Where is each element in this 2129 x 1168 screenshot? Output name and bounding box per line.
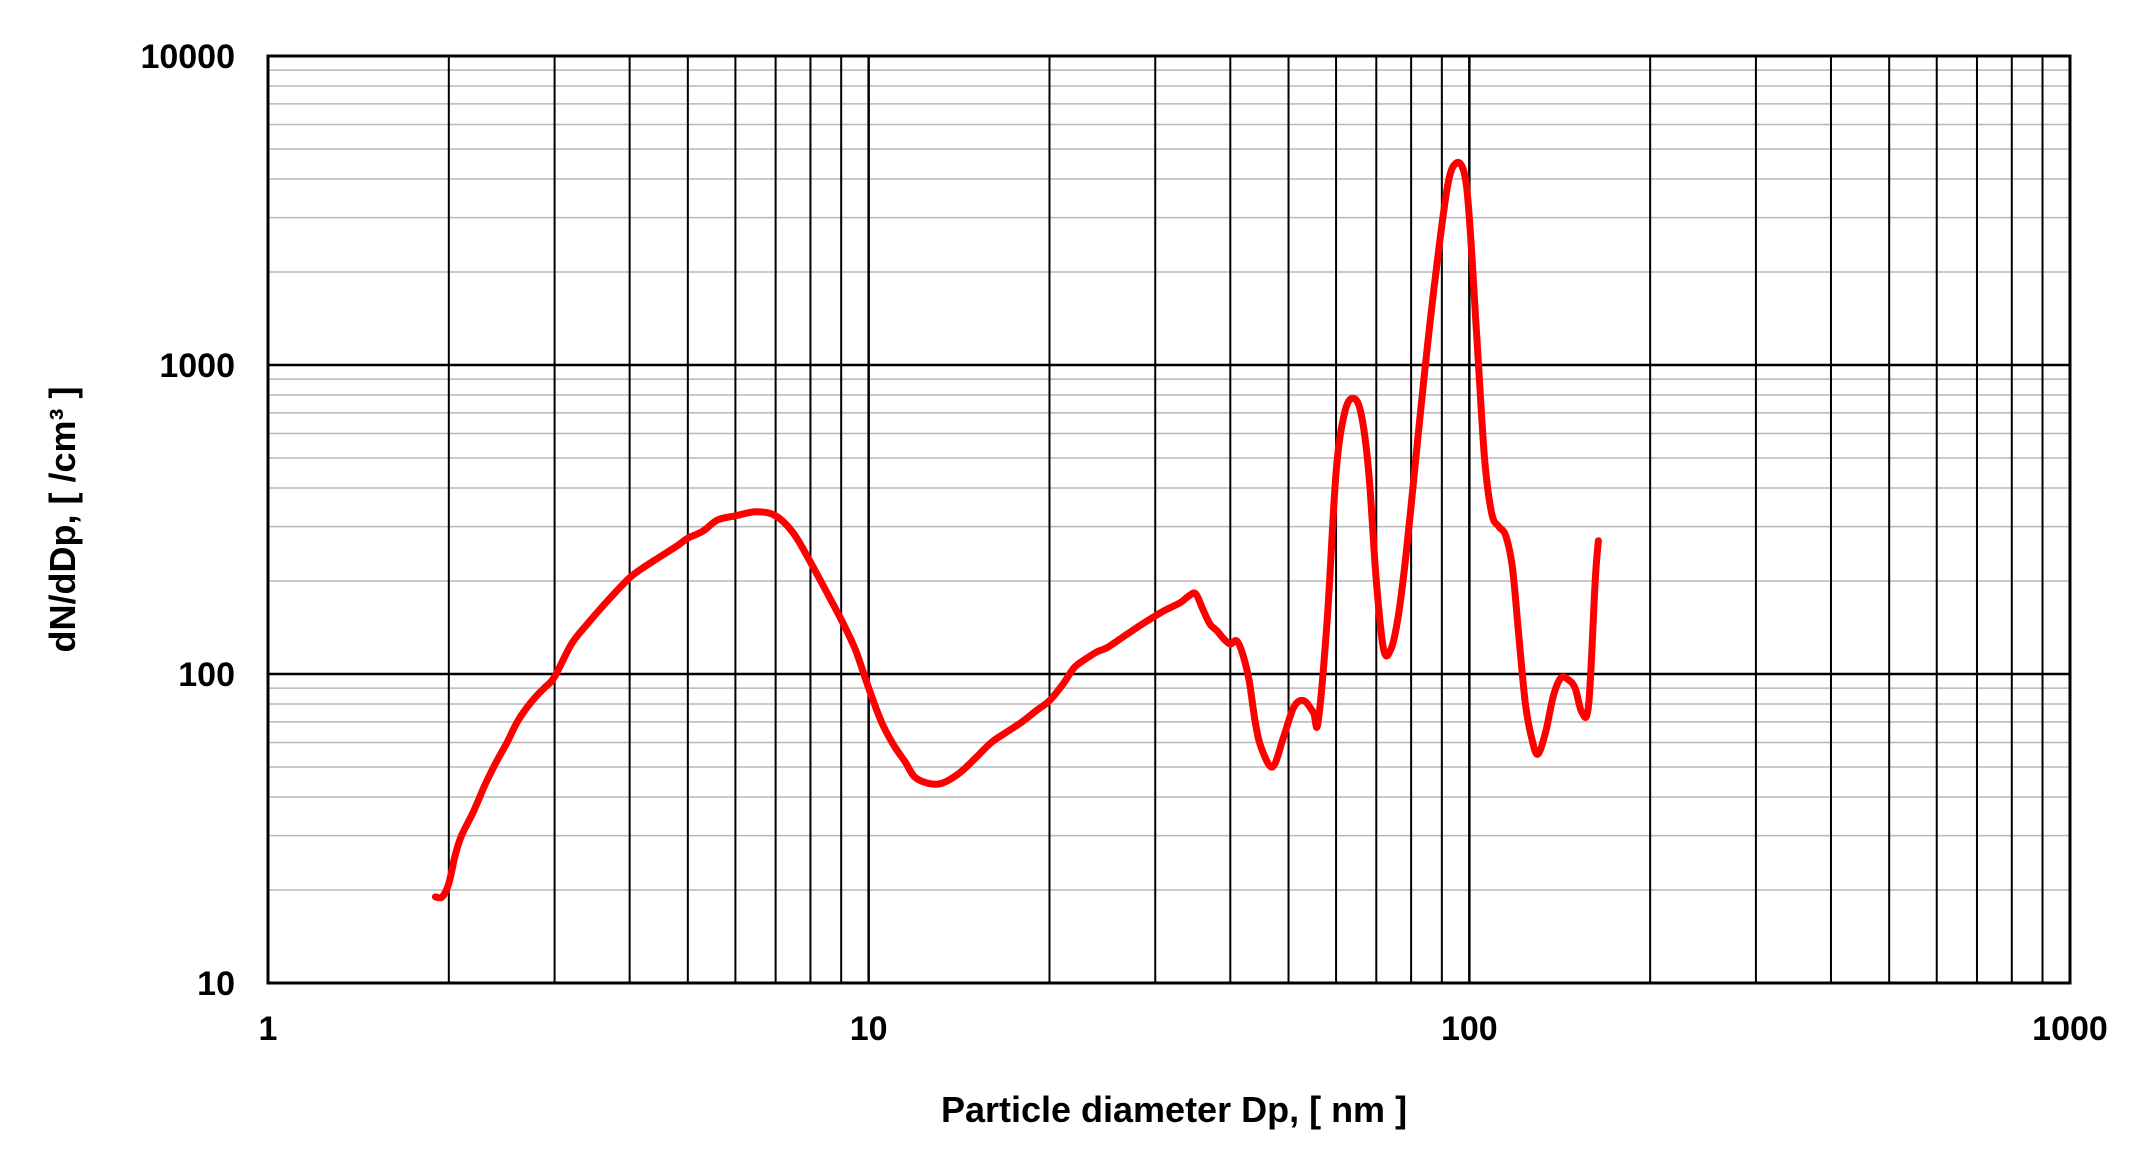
x-tick-label: 1000 [2032,1010,2108,1048]
major-gridlines [266,54,2072,985]
y-tick-label: 100 [178,656,235,694]
minor-gridlines [268,69,2070,891]
x-tick-label: 1 [259,1010,278,1048]
x-axis-tick-labels: 1 10 100 1000 [259,1010,2108,1048]
y-tick-label: 1000 [159,347,235,385]
plot-area-frame [266,54,2072,985]
y-tick-label: 10000 [140,38,235,76]
y-tick-label: 10 [197,965,235,1003]
x-tick-label: 10 [850,1010,888,1048]
y-axis-tick-labels: 10 100 1000 10000 [140,38,235,1003]
y-axis-title: dN/dDp, [ /cm³ ] [42,387,83,653]
x-tick-label: 100 [1441,1010,1498,1048]
series-line [431,158,1602,902]
x-axis-title: Particle diameter Dp, [ nm ] [941,1089,1407,1130]
